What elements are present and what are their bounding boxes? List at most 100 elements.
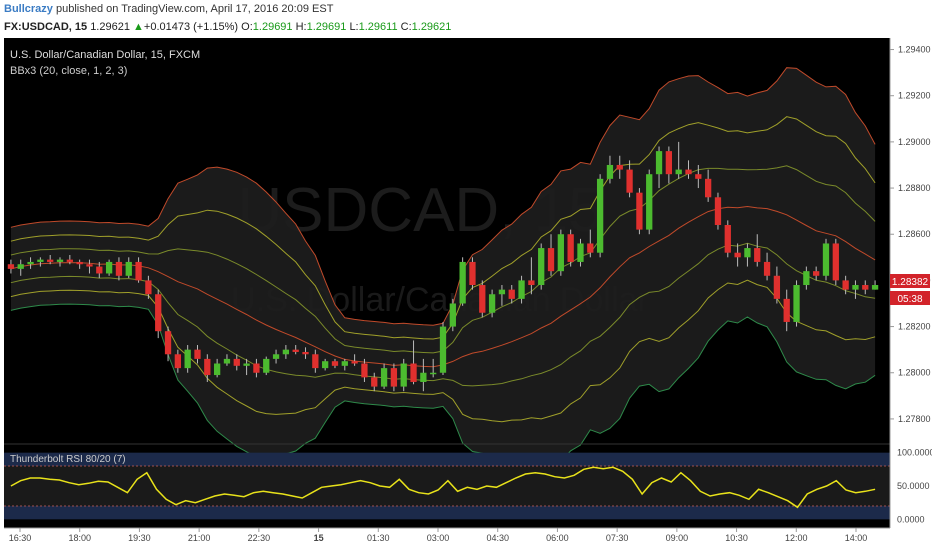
candle-body [213,363,221,376]
candle-body [351,361,358,364]
candle [145,275,152,299]
price-chart[interactable]: USDCAD, 15 U.S. Dollar/Canadian Dollar U… [0,36,932,550]
open-label: O: [241,21,253,33]
candle [371,372,378,392]
candle-body [243,363,250,366]
candle-body [547,248,555,272]
candle [430,358,437,378]
candle-body [813,271,820,276]
candle-body [744,248,751,258]
candle-body [66,259,73,262]
open-value: 1.29691 [252,21,293,33]
y-tick-label: 1.28800 [898,183,931,193]
candle-body [27,261,34,265]
candle-body [125,261,132,276]
candle [194,345,201,364]
candle-body [498,289,506,295]
candle-body [675,169,682,175]
candle [223,354,231,366]
candle [17,259,24,276]
candle-body [164,331,172,355]
change-up-icon: ▲ [133,21,144,33]
candle [705,169,712,202]
candle-body [646,174,653,230]
low-label: L: [349,21,359,33]
candle-body [361,363,368,378]
x-tick-label: 09:00 [666,533,689,543]
candle-body [322,361,329,369]
candle [479,280,486,318]
countdown-tag: 05:38 [897,294,922,305]
candle [400,358,407,392]
candle [164,326,172,362]
y-tick-label: 1.27800 [898,414,931,424]
candle [272,349,280,364]
candle-body [852,285,859,290]
candle [646,169,653,235]
candle-body [292,349,299,352]
main-pane: USDCAD, 15 U.S. Dollar/Canadian Dollar U… [7,49,879,465]
candle-body [587,243,594,253]
candle-body [400,363,407,387]
candle [675,141,682,179]
author-link[interactable]: Bullcrazy [4,3,53,15]
candle-body [253,363,260,373]
candle-body [783,298,790,322]
candle [37,257,44,267]
candle-body [832,243,839,281]
candle [174,349,181,373]
candle [744,243,751,267]
candle-body [223,358,231,364]
x-tick-label: 15 [314,533,324,543]
candle [312,349,319,373]
candle-body [115,261,123,276]
candle [626,160,633,198]
time-axis[interactable]: 16:30 18:00 19:30 21:00 22:30 15 01:30 03:00 04:… [4,527,890,543]
candle [410,340,417,385]
candle [380,363,388,389]
rsi-tick-label: 0.0000 [897,514,925,524]
close-label: C: [400,21,412,33]
candle [135,257,142,283]
candle [498,285,506,306]
candle-body [567,234,574,262]
candle-body [763,261,771,276]
candle [528,257,535,295]
candle-body [655,151,663,175]
candle [508,285,515,304]
last-price: 1.29621 [90,21,130,33]
candle [567,229,574,267]
candle [351,354,358,366]
candle [822,238,830,281]
candle [390,363,398,392]
candle [96,261,103,279]
band-lower-2 [10,279,876,423]
price-tag-value: 1.28382 [892,277,929,288]
symbol-label: FX:USDCAD, 15 [4,21,88,33]
candle-body [528,280,535,286]
candle [115,257,123,281]
candle [695,164,702,189]
candle-body [754,248,761,262]
candle [155,289,162,339]
candle [76,259,83,269]
candle [852,280,859,299]
candle [714,192,722,230]
candle [763,252,771,281]
candle [361,358,368,382]
x-tick-label: 04:30 [486,533,509,543]
candle [459,257,466,306]
candle [66,255,73,265]
candle-body [479,285,486,313]
candle-body [17,264,24,269]
candle [105,259,113,276]
candle-body [439,326,447,373]
candle [282,345,290,359]
price-axis[interactable]: 1.294001.292001.290001.288001.286001.284… [889,38,932,528]
candle [724,220,731,258]
candle-body [695,174,702,179]
price-change: +0.01473 (+1.15%) [143,21,239,33]
x-tick-label: 19:30 [128,533,151,543]
candle [263,356,270,376]
candle-body [371,377,378,387]
